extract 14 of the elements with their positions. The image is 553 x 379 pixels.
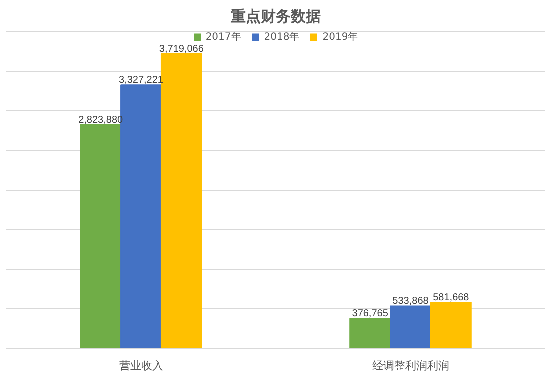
legend-label: 2019年 <box>322 31 358 44</box>
data-label: 3,719,066 <box>159 44 204 56</box>
chart-title: 重点财务数据 <box>230 8 321 26</box>
x-tick-label: 经调整利润利润 <box>372 360 450 372</box>
legend-label: 2017年 <box>206 31 242 44</box>
data-label: 533,868 <box>392 296 430 308</box>
bar <box>390 306 432 348</box>
bar <box>430 302 472 348</box>
x-tick-label: 营业收入 <box>119 360 164 372</box>
data-label: 581,668 <box>433 292 470 304</box>
data-label: 376,765 <box>352 308 389 320</box>
legend-label: 2018年 <box>264 31 300 44</box>
bar <box>80 124 122 348</box>
bar <box>350 318 392 348</box>
